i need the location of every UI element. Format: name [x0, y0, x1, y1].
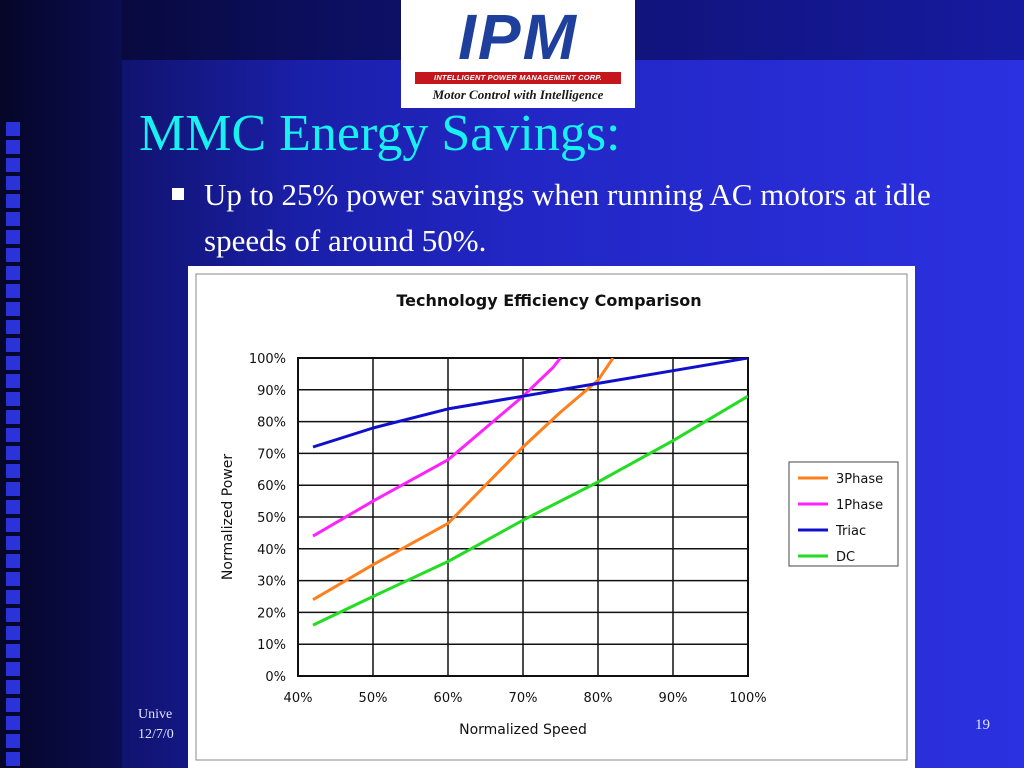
decorative-square [6, 338, 20, 352]
decorative-square [6, 500, 20, 514]
decorative-square [6, 698, 20, 712]
y-tick-label: 10% [257, 638, 286, 653]
series-lines [312, 358, 748, 627]
decorative-square [6, 572, 20, 586]
decorative-square [6, 356, 20, 370]
x-tick-label: 80% [584, 691, 613, 706]
decorative-square [6, 248, 20, 262]
chart-legend: 3Phase 1Phase Triac DC [788, 461, 899, 567]
y-tick-label: 100% [249, 352, 286, 367]
y-tick-label: 20% [257, 606, 286, 621]
series-line-1phase [312, 358, 562, 538]
decorative-square [6, 482, 20, 496]
y-tick-label: 30% [257, 575, 286, 590]
decorative-square [6, 266, 20, 280]
logo-tagline: Motor Control with Intelligence [432, 87, 604, 102]
bullet-text: Up to 25% power savings when running AC … [204, 177, 931, 258]
y-tick-label: 40% [257, 543, 286, 558]
decorative-square [6, 284, 20, 298]
decorative-square [6, 158, 20, 172]
series-line-dc [312, 394, 748, 627]
x-tick-label: 60% [434, 691, 463, 706]
decorative-square [6, 716, 20, 730]
y-tick-label: 90% [257, 384, 286, 399]
legend-label: DC [836, 550, 855, 565]
legend-label: 1Phase [836, 498, 883, 513]
legend-label: 3Phase [836, 472, 883, 487]
y-tick-label: 50% [257, 511, 286, 526]
x-tick-label: 40% [284, 691, 313, 706]
y-tick-label: 60% [257, 479, 286, 494]
decorative-square [6, 464, 20, 478]
decorative-square [6, 644, 20, 658]
decorative-square [6, 176, 20, 190]
logo-company-name: INTELLIGENT POWER MANAGEMENT CORP. [415, 72, 621, 84]
decorative-square [6, 410, 20, 424]
decorative-square [6, 536, 20, 550]
x-axis-label: Normalized Speed [459, 722, 587, 738]
footer-left-text: Unive 12/7/0 [138, 707, 174, 742]
decorative-square [6, 626, 20, 640]
decorative-square [6, 662, 20, 676]
decorative-square [6, 140, 20, 154]
tick-labels: 40% 50% 60% 70% 80% 90% 100% 0% 10% 20% 30% 40% 50% 6… [249, 352, 767, 706]
decorative-square [6, 518, 20, 532]
decorative-square [6, 446, 20, 460]
decorative-square [6, 212, 20, 226]
x-tick-label: 90% [659, 691, 688, 706]
decorative-square [6, 680, 20, 694]
x-tick-label: 50% [359, 691, 388, 706]
decorative-square [6, 374, 20, 388]
decorative-square [6, 302, 20, 316]
company-logo: IPM INTELLIGENT POWER MANAGEMENT CORP. M… [401, 0, 635, 108]
decorative-square [6, 392, 20, 406]
page-number: 19 [975, 717, 990, 733]
y-tick-label: 70% [257, 447, 286, 462]
decorative-square [6, 752, 20, 766]
decorative-square [6, 734, 20, 748]
decorative-square [6, 230, 20, 244]
decorative-square [6, 554, 20, 568]
y-tick-label: 80% [257, 416, 286, 431]
series-line-triac [312, 358, 748, 449]
decorative-square [6, 608, 20, 622]
decorative-square [6, 428, 20, 442]
chart-title: Technology Efficiency Comparison [396, 291, 701, 310]
left-decorative-strip [0, 0, 122, 768]
y-tick-label: 0% [265, 670, 286, 685]
x-tick-label: 100% [729, 691, 766, 706]
decorative-square [6, 194, 20, 208]
decorative-square [6, 320, 20, 334]
y-axis-label: Normalized Power [220, 454, 236, 580]
logo-wordmark: IPM [458, 1, 578, 73]
legend-label: Triac [835, 524, 866, 539]
x-tick-label: 70% [509, 691, 538, 706]
grid-lines [297, 357, 749, 677]
slide-title: MMC Energy Savings: [139, 105, 621, 162]
chart-frame: Technology Efficiency Comparison 40% 50% 6… [188, 266, 915, 768]
decorative-square [6, 122, 20, 136]
decorative-square [6, 590, 20, 604]
bullet-square-icon [172, 188, 184, 200]
efficiency-chart: Technology Efficiency Comparison 40% 50% 6… [195, 273, 908, 761]
